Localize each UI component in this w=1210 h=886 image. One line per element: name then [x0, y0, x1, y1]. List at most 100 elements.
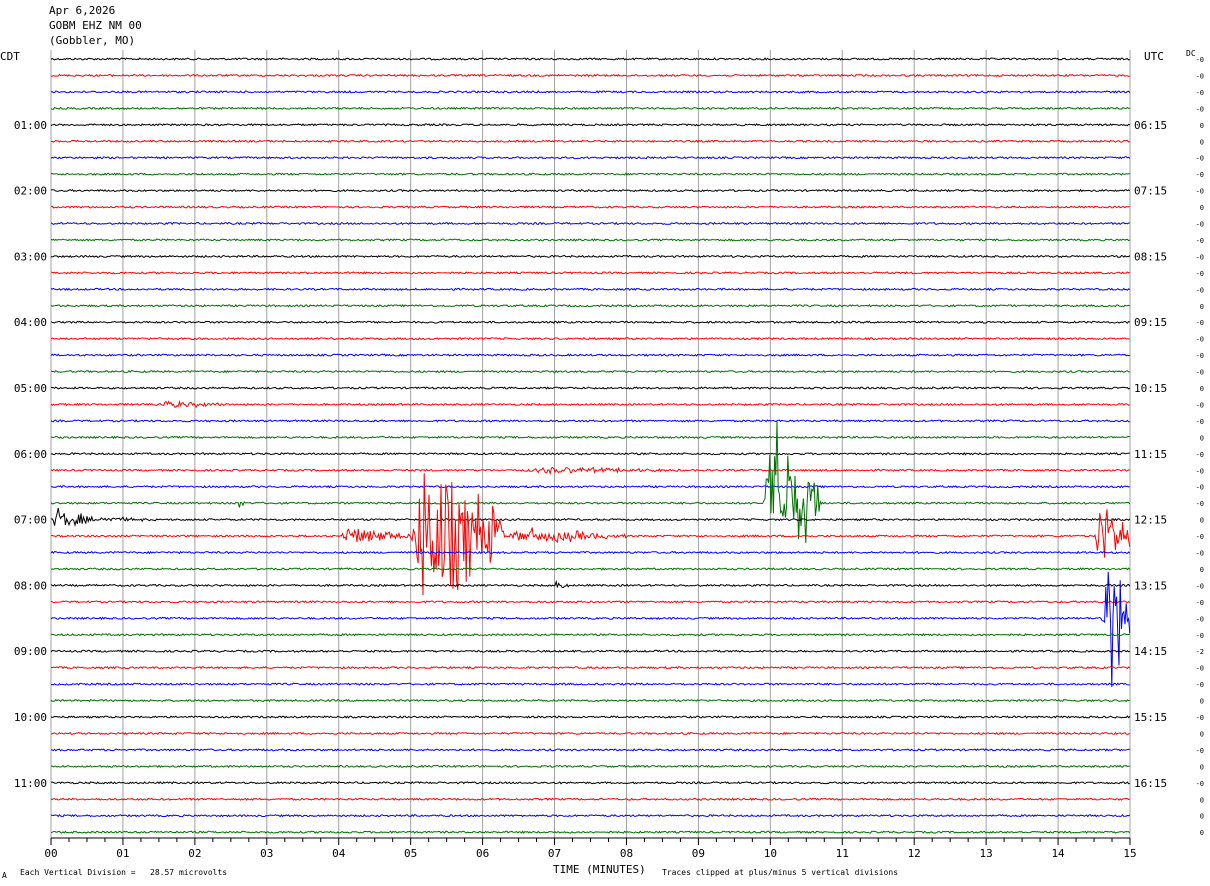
dc-offset-values: -0 -0 -0 -0 0 0 -0 -0 -0 0 -0 -0 -0 -0 -0 0 -0 -0 -0 -0 0 -0 -…: [1196, 56, 1204, 837]
header-location: (Gobbler, MO): [49, 34, 136, 47]
left-hour-label-4: 05:00: [14, 382, 47, 395]
dc-offset-7: -0: [1196, 171, 1204, 179]
x-tick-label-2: 02: [188, 847, 201, 860]
dc-offset-33: -0: [1196, 599, 1204, 607]
seismic-traces: [50, 57, 1131, 834]
x-tick-label-12: 12: [908, 847, 921, 860]
trace-line-31: [50, 567, 1131, 571]
x-tick-label-15: 15: [1123, 847, 1136, 860]
hour-labels: 01:00 02:00 03:00 04:00 05:00 06:00 07:00 08:00…: [14, 119, 1167, 790]
trace-line-37: [50, 665, 1131, 670]
dc-offset-17: -0: [1196, 336, 1204, 344]
dc-offset-3: -0: [1196, 105, 1204, 113]
right-hour-label-6: 12:15: [1134, 514, 1167, 527]
dc-offset-9: 0: [1200, 204, 1204, 212]
dc-offset-32: -0: [1196, 582, 1204, 590]
left-hour-label-10: 11:00: [14, 777, 47, 790]
trace-line-4: [50, 123, 1131, 127]
dc-offset-40: -0: [1196, 714, 1204, 722]
trace-line-27: [50, 420, 1131, 543]
trace-line-35: [50, 633, 1130, 637]
trace-line-17: [50, 336, 1130, 341]
trace-line-24: [50, 452, 1130, 456]
left-hour-label-2: 03:00: [14, 250, 47, 263]
dc-offset-28: 0: [1200, 517, 1204, 525]
dc-offset-20: 0: [1200, 385, 1204, 393]
left-hour-label-9: 10:00: [14, 711, 47, 724]
dc-offset-21: -0: [1196, 401, 1204, 409]
x-tick-label-11: 11: [836, 847, 849, 860]
dc-offset-31: 0: [1200, 566, 1204, 574]
trace-line-41: [50, 731, 1131, 736]
dc-offset-4: 0: [1200, 122, 1204, 130]
trace-line-39: [50, 698, 1130, 703]
dc-offset-37: -0: [1196, 665, 1204, 673]
dc-offset-30: -0: [1196, 550, 1204, 558]
trace-line-32: [50, 579, 1131, 589]
dc-offset-39: 0: [1200, 698, 1204, 706]
trace-line-23: [50, 435, 1130, 440]
trace-line-15: [50, 304, 1131, 308]
right-hour-label-10: 16:15: [1134, 777, 1167, 790]
x-axis-title: TIME (MINUTES): [553, 863, 646, 876]
plot-grid: [50, 50, 1131, 839]
right-hour-label-3: 09:15: [1134, 316, 1167, 329]
trace-line-25: [50, 466, 1130, 476]
right-hour-label-8: 14:15: [1134, 645, 1167, 658]
right-hour-label-4: 10:15: [1134, 382, 1167, 395]
dc-offset-18: -0: [1196, 352, 1204, 360]
dc-offset-26: -0: [1196, 484, 1204, 492]
trace-line-13: [50, 271, 1130, 275]
trace-line-2: [50, 90, 1131, 94]
trace-line-12: [50, 254, 1131, 259]
dc-offset-27: -0: [1196, 500, 1204, 508]
dc-offset-44: -0: [1196, 780, 1204, 788]
trace-line-3: [50, 106, 1130, 111]
trace-line-21: [50, 399, 1131, 409]
trace-line-7: [50, 172, 1130, 176]
left-hour-label-3: 04:00: [14, 316, 47, 329]
dc-offset-2: -0: [1196, 89, 1204, 97]
x-tick-label-1: 01: [116, 847, 129, 860]
dc-offset-1: -0: [1196, 72, 1204, 80]
trace-line-47: [50, 830, 1131, 834]
trace-line-9: [50, 205, 1130, 209]
dc-offset-10: -0: [1196, 221, 1204, 229]
dc-offset-34: -0: [1196, 615, 1204, 623]
trace-line-36: [50, 649, 1131, 653]
footer-scale-note: Each Vertical Division = 28.57 microvolt…: [20, 868, 228, 877]
x-tick-label-13: 13: [980, 847, 993, 860]
right-hour-label-0: 06:15: [1134, 119, 1167, 132]
trace-line-40: [50, 715, 1131, 719]
dc-offset-24: -0: [1196, 451, 1204, 459]
right-timezone-label: UTC: [1144, 50, 1164, 63]
trace-line-26: [50, 484, 1130, 489]
header-station: GOBM EHZ NM 00: [49, 19, 142, 32]
trace-line-20: [50, 386, 1131, 390]
trace-line-30: [50, 550, 1131, 555]
trace-line-46: [50, 814, 1131, 818]
left-timezone-label: CDT: [0, 50, 20, 63]
trace-line-19: [50, 369, 1130, 374]
trace-line-22: [50, 419, 1130, 423]
trace-line-6: [50, 155, 1131, 160]
x-tick-label-10: 10: [764, 847, 777, 860]
right-hour-label-2: 08:15: [1134, 250, 1167, 263]
dc-offset-16: -0: [1196, 319, 1204, 327]
footer-corner-mark: A: [2, 871, 7, 880]
trace-line-33: [50, 600, 1131, 604]
dc-offset-15: 0: [1200, 303, 1204, 311]
footer-clip-note: Traces clipped at plus/minus 5 vertical …: [662, 868, 899, 877]
dc-offset-25: -0: [1196, 467, 1204, 475]
dc-offset-22: -0: [1196, 418, 1204, 426]
trace-line-38: [50, 682, 1130, 686]
right-hour-label-1: 07:15: [1134, 185, 1167, 198]
trace-line-1: [51, 73, 1130, 78]
trace-line-10: [50, 221, 1130, 226]
trace-line-5: [50, 139, 1130, 143]
trace-line-42: [50, 748, 1130, 752]
dc-offset-6: -0: [1196, 155, 1204, 163]
dc-offset-14: -0: [1196, 286, 1204, 294]
x-tick-label-5: 05: [404, 847, 417, 860]
x-tick-label-14: 14: [1051, 847, 1065, 860]
